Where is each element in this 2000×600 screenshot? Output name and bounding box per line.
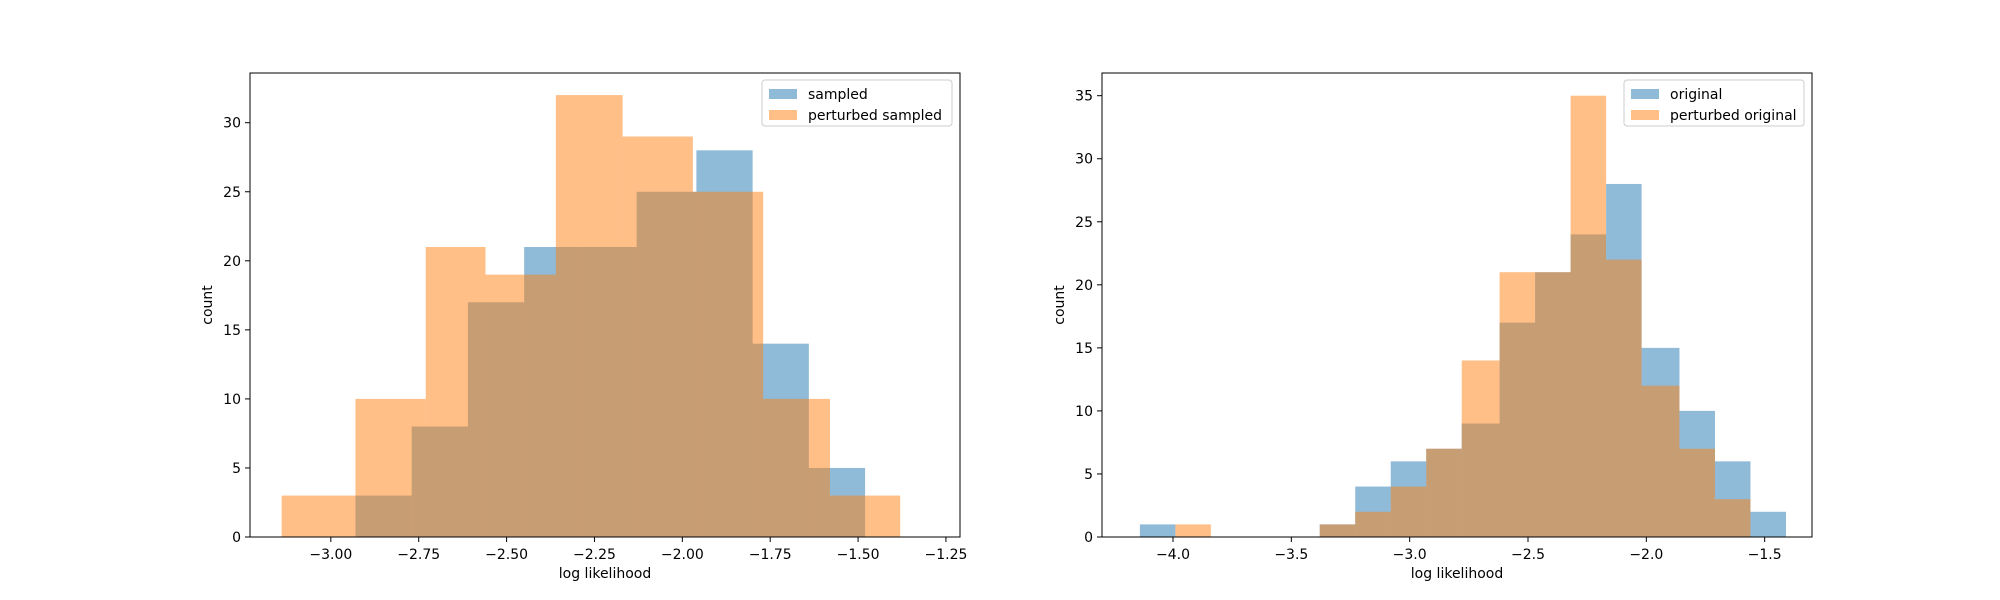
legend-label: perturbed sampled xyxy=(808,108,942,124)
x-tick-label: −1.25 xyxy=(924,547,967,563)
axes-frame xyxy=(1101,72,1813,538)
y-tick-label: 30 xyxy=(1075,152,1093,168)
x-tick-label: −2.00 xyxy=(661,547,704,563)
y-tick-label: 5 xyxy=(232,461,241,477)
histogram-bar xyxy=(1175,524,1211,537)
y-tick-label: 25 xyxy=(223,185,241,201)
legend-swatch xyxy=(769,89,797,99)
y-tick-label: 10 xyxy=(1075,404,1093,420)
x-axis-label: log likelihood xyxy=(559,566,651,582)
histogram-bar xyxy=(1641,385,1680,537)
histogram-bar xyxy=(1714,499,1751,537)
histogram-bar xyxy=(1319,524,1356,537)
x-tick-label: −3.00 xyxy=(309,547,352,563)
y-axis-label: count xyxy=(1052,285,1068,325)
y-tick-label: 0 xyxy=(232,530,241,546)
histogram-bar xyxy=(622,136,693,537)
x-tick-label: −1.75 xyxy=(749,547,792,563)
histogram-bar xyxy=(1461,360,1500,537)
histogram-bar xyxy=(1570,95,1607,538)
legend-swatch xyxy=(1631,89,1659,99)
y-tick-label: 25 xyxy=(1075,215,1093,231)
x-tick-label: −2.50 xyxy=(485,547,528,563)
x-tick-label: −4.0 xyxy=(1156,547,1190,563)
legend-label: original xyxy=(1670,87,1722,103)
x-tick-label: −3.5 xyxy=(1274,547,1308,563)
histogram-bar xyxy=(1426,448,1462,537)
histogram-bar xyxy=(692,191,764,537)
x-tick-label: −2.25 xyxy=(573,547,616,563)
histogram-bar xyxy=(1355,511,1391,537)
histogram-bar xyxy=(1606,259,1642,537)
histogram-bar xyxy=(1750,511,1786,537)
y-tick-label: 20 xyxy=(223,254,241,270)
x-tick-label: −2.75 xyxy=(397,547,440,563)
histogram-bar xyxy=(829,495,901,537)
y-axis-label: count xyxy=(200,285,216,325)
x-tick-label: −2.5 xyxy=(1511,547,1545,563)
axes-frame xyxy=(249,72,961,538)
x-tick-label: −2.0 xyxy=(1629,547,1663,563)
legend: sampled perturbed sampled xyxy=(761,79,953,127)
legend-swatch xyxy=(769,110,797,120)
legend: original perturbed original xyxy=(1623,79,1805,127)
histogram-bar xyxy=(1139,524,1176,537)
histogram-bar xyxy=(1499,272,1536,537)
histogram-bar xyxy=(763,398,830,537)
y-tick-label: 35 xyxy=(1075,89,1093,105)
histogram-bar xyxy=(1390,486,1427,537)
histogram-bar xyxy=(1535,272,1571,537)
legend-box xyxy=(761,79,953,127)
y-tick-label: 15 xyxy=(223,323,241,339)
y-tick-label: 0 xyxy=(1084,530,1093,546)
y-tick-label: 10 xyxy=(223,392,241,408)
x-axis-label: log likelihood xyxy=(1411,566,1503,582)
series-1-bars xyxy=(1175,95,1751,538)
legend-swatch xyxy=(1631,110,1659,120)
histogram-bar xyxy=(355,398,426,537)
y-tick-label: 30 xyxy=(223,116,241,132)
histogram-bar xyxy=(1679,448,1715,537)
x-tick-label: −3.0 xyxy=(1393,547,1427,563)
x-tick-label: −1.5 xyxy=(1748,547,1782,563)
y-tick-label: 20 xyxy=(1075,278,1093,294)
legend-label: perturbed original xyxy=(1670,108,1797,124)
histogram-bar xyxy=(281,495,356,537)
histogram-bar xyxy=(555,95,623,537)
histogram-bar xyxy=(425,247,486,537)
y-tick-label: 15 xyxy=(1075,341,1093,357)
right-histogram-plot: −4.0 −3.5 −3.0 −2.5 −2.0 −1.5 0 5 10 15 20 25 30 35 lo… xyxy=(1052,72,1813,582)
x-tick-label: −1.50 xyxy=(837,547,880,563)
histogram-bar xyxy=(485,274,556,537)
left-histogram-plot: −3.00 −2.75 −2.50 −2.25 −2.00 −1.75 −1.50 −1.25… xyxy=(200,72,967,582)
legend-box xyxy=(1623,79,1805,127)
y-tick-label: 5 xyxy=(1084,467,1093,483)
series-1-bars xyxy=(281,95,901,537)
legend-label: sampled xyxy=(808,87,868,103)
